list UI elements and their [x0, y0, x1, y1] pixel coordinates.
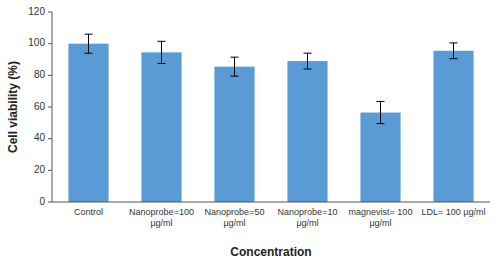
bar	[214, 67, 254, 202]
x-tick-label: Nanoprobe=100μg/ml	[129, 207, 194, 228]
x-tick-label-line: LDL= 100 μg/ml	[422, 207, 486, 217]
y-tick	[48, 202, 52, 203]
y-tick	[48, 107, 52, 108]
y-axis-line	[52, 12, 53, 202]
x-tick-label-line: μg/ml	[369, 218, 391, 228]
error-bar	[304, 53, 312, 69]
x-tick-label-line: μg/ml	[150, 218, 172, 228]
bar	[433, 51, 473, 202]
x-tick-label-line: μg/ml	[296, 218, 318, 228]
y-tick-label: 100	[28, 37, 45, 48]
x-tick-label: magnevist= 100μg/ml	[349, 207, 413, 228]
x-tick-label-line: Nanoprobe=50	[205, 207, 265, 217]
error-bar	[450, 43, 458, 59]
bar	[141, 52, 181, 202]
bar	[287, 61, 327, 202]
y-axis: 0 20 40 60 80 100 120	[28, 6, 52, 207]
y-tick	[48, 170, 52, 171]
y-tick	[48, 43, 52, 44]
y-tick	[48, 138, 52, 139]
error-bar	[158, 41, 166, 63]
x-tick-label: Nanoprobe=10μg/ml	[278, 207, 338, 228]
y-tick-label: 60	[34, 101, 46, 112]
x-tick-label: Nanoprobe=50μg/ml	[205, 207, 265, 228]
x-tick-label-line: Nanoprobe=10	[278, 207, 338, 217]
x-axis-label: Concentration	[230, 245, 311, 259]
y-tick	[48, 12, 52, 13]
error-bar	[377, 101, 385, 123]
y-tick	[48, 75, 52, 76]
error-bar	[231, 57, 239, 76]
x-tick-label-line: Nanoprobe=100	[129, 207, 194, 217]
bar	[68, 44, 108, 202]
chart-svg: 020406080100120ControlNanoprobe=100μg/ml…	[0, 0, 500, 264]
x-axis: ControlNanoprobe=100μg/mlNanoprobe=50μg/…	[74, 207, 486, 228]
x-tick-label-line: Control	[74, 207, 103, 217]
y-axis-label: Cell viability (%)	[6, 61, 20, 153]
x-tick-label: Control	[74, 207, 103, 217]
y-tick-label: 0	[39, 196, 45, 207]
x-tick-label-line: magnevist= 100	[349, 207, 413, 217]
x-tick-label-line: μg/ml	[223, 218, 245, 228]
plot-area	[68, 34, 473, 202]
chart-container: 020406080100120ControlNanoprobe=100μg/ml…	[0, 0, 500, 264]
error-bar	[85, 34, 93, 53]
y-tick-label: 80	[34, 69, 46, 80]
error-bars	[85, 34, 458, 123]
x-tick-label: LDL= 100 μg/ml	[422, 207, 486, 217]
y-tick-label: 120	[28, 6, 45, 17]
x-axis-line	[52, 202, 490, 203]
y-tick-label: 40	[34, 132, 46, 143]
y-tick-label: 20	[34, 164, 46, 175]
bar	[360, 113, 400, 202]
